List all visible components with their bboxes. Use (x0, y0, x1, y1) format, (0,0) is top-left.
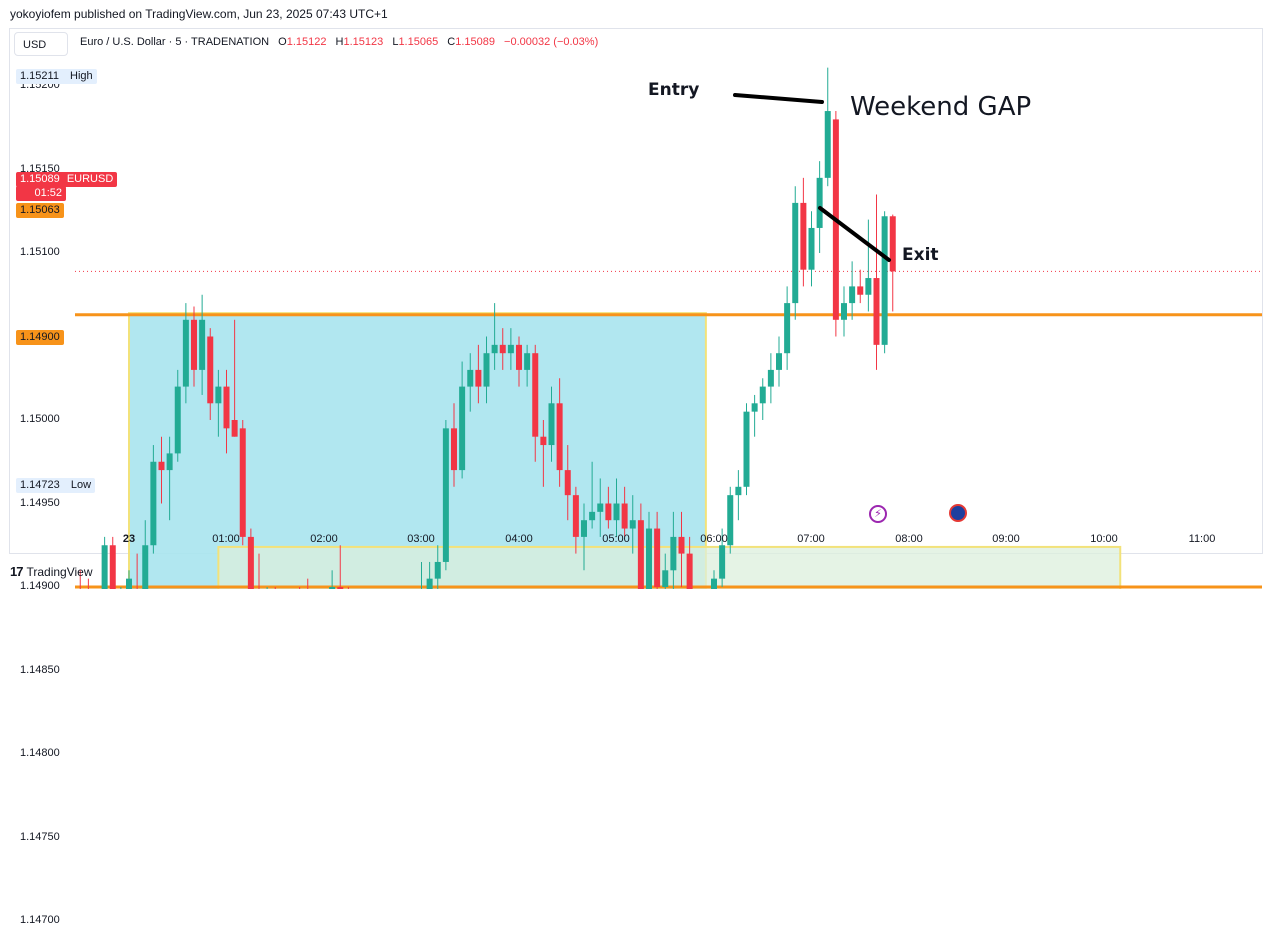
footer-brand[interactable]: TradingView (26, 564, 93, 579)
high-price-tag: 1.15211 High (16, 69, 97, 84)
candle-body (426, 578, 433, 589)
candle-body (662, 570, 669, 587)
low-price: 1.14723 (20, 479, 60, 491)
high-price: 1.15211 (20, 70, 59, 82)
time-tick-label: 10:00 (1090, 533, 1118, 545)
ohlc-o-label: O (278, 36, 287, 48)
time-tick-label: 11:00 (1188, 533, 1216, 545)
footer: 17 TradingView (10, 564, 93, 579)
candle-body (711, 578, 717, 589)
publisher-line: yokoyiofem published on TradingView.com,… (10, 7, 388, 21)
high-label: High (70, 70, 93, 82)
time-tick-label: 03:00 (407, 533, 435, 545)
price-tick-label: 1.14950 (20, 496, 60, 509)
upper-line-price: 1.15063 (16, 203, 64, 218)
candle-body (126, 578, 132, 589)
time-tick-label: 04:00 (505, 533, 533, 545)
ohlc-o-value: 1.15122 (286, 36, 327, 48)
ohlc-l-label: L (392, 36, 399, 48)
symbol-title: Euro / U.S. Dollar · 5 · TRADENATION (80, 36, 270, 48)
low-label: Low (70, 479, 92, 491)
price-tick-label: 1.14700 (20, 914, 60, 926)
last-price: 1.15089 (20, 173, 60, 185)
time-tick-label: 23 (122, 533, 136, 545)
candle-body (434, 561, 441, 579)
exit-annotation: Exit (902, 245, 939, 265)
price-tick-label: 1.14900 (20, 580, 60, 592)
price-tick-label: 1.14850 (20, 663, 60, 676)
price-tick-label: 1.15000 (20, 413, 60, 425)
ohlc-change: −0.00032 (−0.03%) (504, 36, 599, 48)
chart-frame (9, 28, 1263, 554)
eu-flag-event-icon[interactable] (949, 504, 967, 522)
price-tick-label: 1.15150 (20, 162, 60, 175)
price-tick-label: 1.14800 (20, 747, 60, 759)
time-tick-label: 01:00 (212, 533, 240, 545)
price-tick-label: 1.15100 (20, 246, 60, 258)
candle-body (686, 553, 693, 589)
lower-line-price: 1.14900 (16, 330, 64, 345)
ohlc-h-value: 1.15123 (343, 36, 384, 48)
tradingview-logo-icon[interactable]: 17 (10, 564, 24, 579)
candle-countdown: 01:52 (16, 186, 66, 201)
time-tick-label: 06:00 (700, 533, 728, 545)
symbol-legend: Euro / U.S. Dollar · 5 · TRADENATION O1.… (80, 36, 598, 48)
time-tick-label: 08:00 (895, 533, 923, 545)
time-tick-label: 05:00 (602, 533, 630, 545)
currency-button[interactable]: USD (14, 32, 68, 56)
low-price-tag: 1.14723 Low (16, 478, 96, 493)
last-price-tag: 1.15089 EURUSD (16, 172, 118, 187)
time-tick-label: 09:00 (992, 533, 1020, 545)
time-tick-label: 07:00 (797, 533, 825, 545)
ohlc-h-label: H (335, 36, 344, 48)
ohlc-c-label: C (447, 36, 456, 48)
ohlc-l-value: 1.15065 (398, 36, 439, 48)
entry-annotation: Entry (648, 80, 700, 100)
lightning-event-icon[interactable]: ⚡ (869, 505, 887, 523)
price-tick-label: 1.14750 (20, 830, 60, 843)
ohlc-c-value: 1.15089 (455, 36, 495, 48)
weekend-gap-annotation: Weekend GAP (850, 92, 1032, 122)
symbol-badge: EURUSD (66, 173, 114, 185)
time-tick-label: 02:00 (310, 533, 338, 545)
